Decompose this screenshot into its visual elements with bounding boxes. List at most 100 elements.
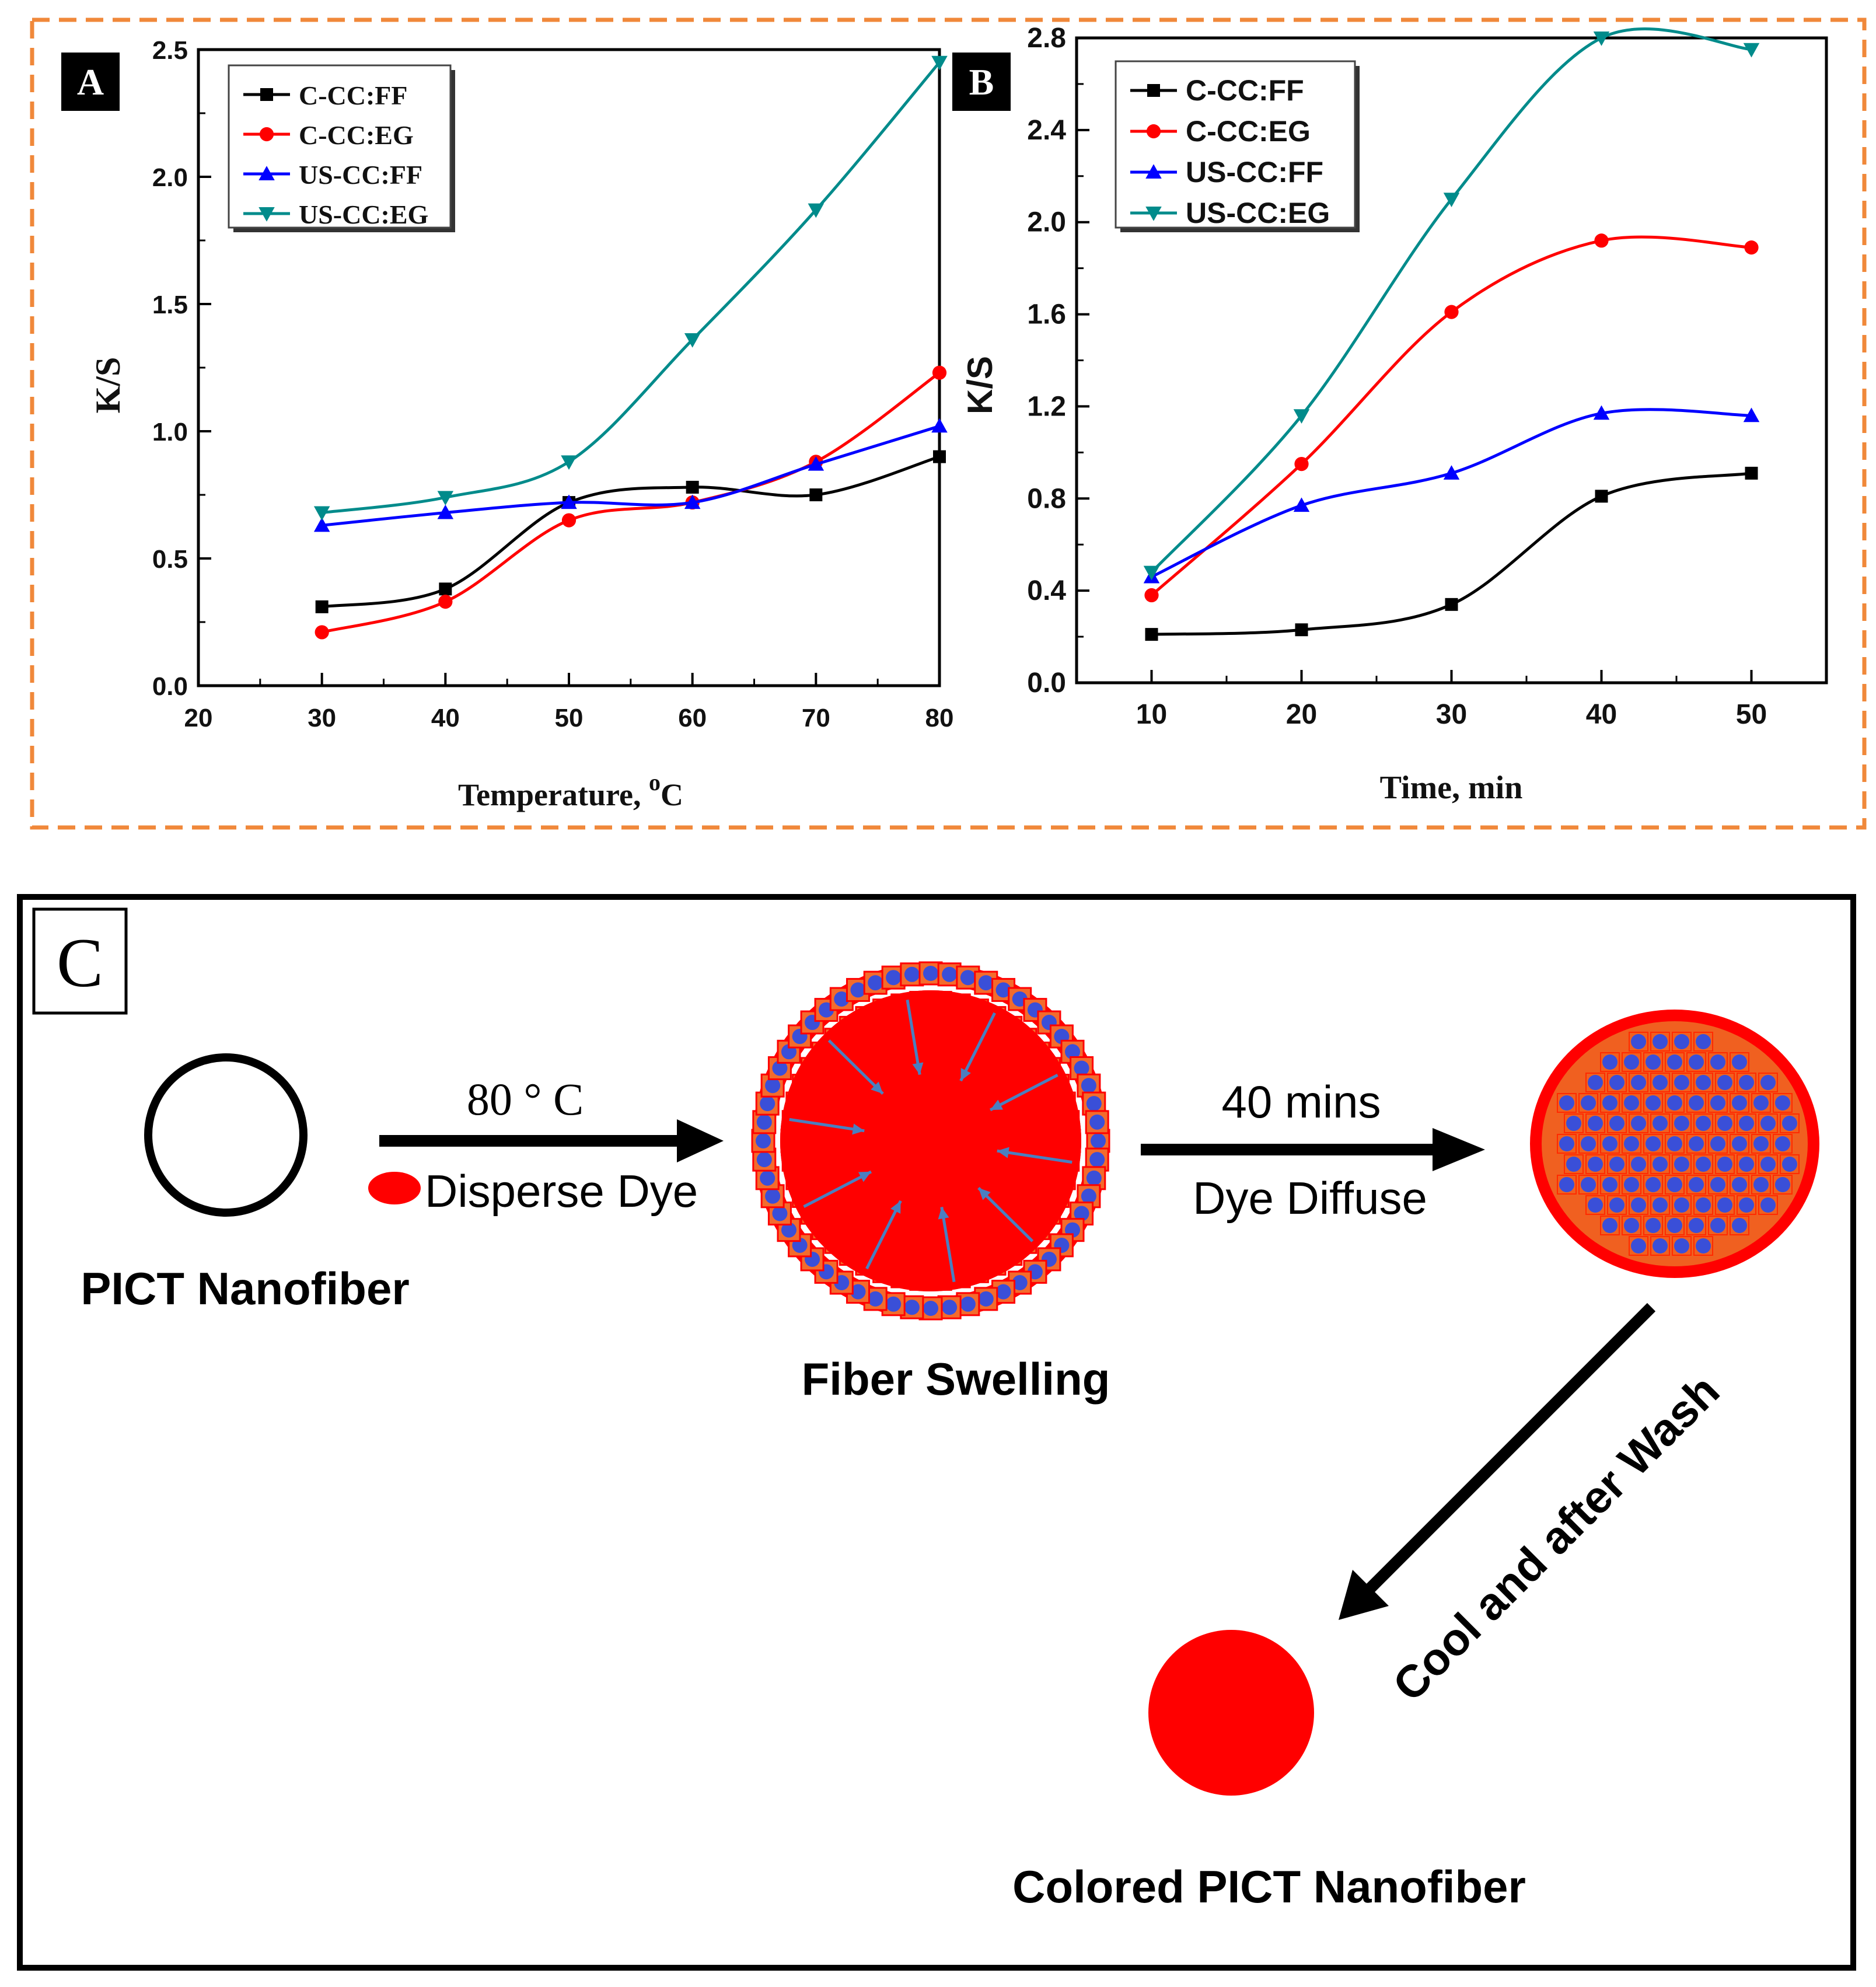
dyed-particle (1753, 1136, 1769, 1151)
chartB-data-point (1744, 240, 1759, 255)
dyed-particle (1710, 1177, 1725, 1192)
chartB-data-point (1294, 456, 1309, 472)
dyed-particle (1602, 1054, 1618, 1070)
fiber-swelling-label: Fiber Swelling (802, 1353, 1110, 1405)
dyed-particle-cell (1650, 1032, 1670, 1052)
dyed-particle (1710, 1218, 1725, 1233)
chartB-data-point (1444, 305, 1459, 319)
arrow-3-head (1339, 1570, 1389, 1620)
dyed-particle (1732, 1218, 1747, 1233)
dyed-particle (1609, 1116, 1625, 1131)
dyed-particle-cell (1686, 1175, 1706, 1195)
chartA-ytick-label: 1.5 (152, 291, 188, 319)
dyed-particle-cell (1622, 1052, 1641, 1072)
charts-frame (30, 18, 1867, 830)
dyed-particle (1646, 1177, 1661, 1192)
dyed-particle-cell (1715, 1154, 1735, 1174)
dyed-particle-cell (1643, 1216, 1663, 1235)
chartB-series-line-2 (1151, 408, 1752, 578)
dyed-particle-cell (1643, 1052, 1663, 1072)
colored-nanofiber (1148, 1630, 1314, 1796)
dyed-particle-cell (1585, 1195, 1605, 1215)
dyed-particle (1710, 1095, 1725, 1111)
diffusion-arrow-head (912, 1062, 924, 1075)
dyed-particle (1689, 1136, 1704, 1151)
diffusion-arrow-head (852, 1123, 865, 1135)
dyed-particle (1689, 1177, 1704, 1192)
dye-particle (904, 1300, 920, 1315)
chartB-xtick-label: 10 (1136, 699, 1167, 730)
chartB-data-point (1595, 490, 1608, 503)
dyed-particle (1674, 1238, 1689, 1253)
chartA-legend-marker (258, 166, 275, 180)
dye-particle (1012, 1275, 1028, 1291)
chartB-xtick-label: 30 (1436, 699, 1467, 730)
chartB-data-point (1145, 628, 1158, 641)
chartA-data-point (315, 600, 329, 613)
dyed-particle (1646, 1095, 1661, 1111)
dyed-particle (1689, 1095, 1704, 1111)
dyed-particle-cell (1708, 1216, 1728, 1235)
chartB-data-point (1443, 465, 1460, 480)
dyed-particle (1732, 1095, 1747, 1111)
dyed-particle (1667, 1095, 1682, 1111)
dyed-particle-cell (1629, 1073, 1648, 1092)
dyed-particle-cell (1665, 1093, 1685, 1113)
swelling-core (780, 990, 1081, 1291)
dyed-particle (1566, 1116, 1581, 1131)
dyed-particle (1653, 1034, 1668, 1049)
dyed-particle-cell (1600, 1052, 1620, 1072)
diffusion-arrows (789, 999, 1073, 1283)
chartA-data-point (931, 55, 948, 71)
pict-nanofiber-ring (144, 1053, 308, 1217)
dyed-particle-cell (1730, 1175, 1749, 1195)
chartA-data-point (313, 506, 330, 521)
chartB-data-point (1293, 497, 1310, 512)
dye-particle (1086, 1170, 1102, 1186)
dyed-particle (1646, 1054, 1661, 1070)
dyed-particle-cell (1751, 1093, 1771, 1113)
dyed-particle (1760, 1157, 1776, 1172)
dyed-particle-cell (1643, 1093, 1663, 1113)
chartA-data-point (437, 491, 454, 506)
dyed-particle (1696, 1157, 1711, 1172)
dyed-particle-cell (1751, 1175, 1771, 1195)
diffusion-arrow (789, 1118, 865, 1133)
dyed-particle (1631, 1034, 1646, 1049)
dyed-particle-cell (1650, 1073, 1670, 1092)
dyed-particle (1559, 1095, 1574, 1111)
chartB-data-point (1743, 43, 1760, 58)
dyed-particle-cell (1737, 1113, 1756, 1133)
chartA-data-point (932, 365, 947, 380)
chartA-data-point (315, 625, 329, 640)
colored-nanofiber-label: Colored PICT Nanofiber (1012, 1861, 1526, 1912)
chartA-ytick-label: 2.5 (152, 36, 188, 65)
chart-a-ylabel: K/S (89, 357, 127, 414)
panel-c-label: C (57, 924, 103, 1001)
diagram-panel-c: C PICT Nanofiber 80 ° C Disperse Dye Fib… (17, 894, 1856, 1971)
chartA-data-point (561, 494, 577, 509)
chartA-data-point (561, 513, 577, 528)
dyed-particle-cell (1650, 1154, 1670, 1174)
dyed-particle-cell (1622, 1093, 1641, 1113)
chartA-data-point (933, 450, 946, 463)
dyed-particle-cell (1693, 1032, 1713, 1052)
chartB-series-line-3 (1150, 27, 1752, 574)
chartB-ytick-label: 2.8 (1027, 23, 1066, 54)
dyed-particle (1602, 1177, 1618, 1192)
dyed-particle (1653, 1116, 1668, 1131)
dyed-particle-cell (1607, 1073, 1627, 1092)
dyed-particle-cell (1693, 1195, 1713, 1215)
diffusion-arrow (959, 1012, 996, 1082)
chartA-legend-marker (260, 88, 273, 101)
dyed-particle (1710, 1136, 1725, 1151)
chartB-data-point (1743, 407, 1760, 422)
chartB-legend-marker (1147, 84, 1160, 97)
dyed-particle-cell (1557, 1134, 1577, 1154)
dye-particle (765, 1188, 781, 1204)
dyed-particle-cell (1564, 1154, 1584, 1174)
chartB-data-point (1443, 193, 1460, 207)
chartA-series-line-2 (322, 424, 940, 527)
chartA-data-point (313, 517, 330, 532)
